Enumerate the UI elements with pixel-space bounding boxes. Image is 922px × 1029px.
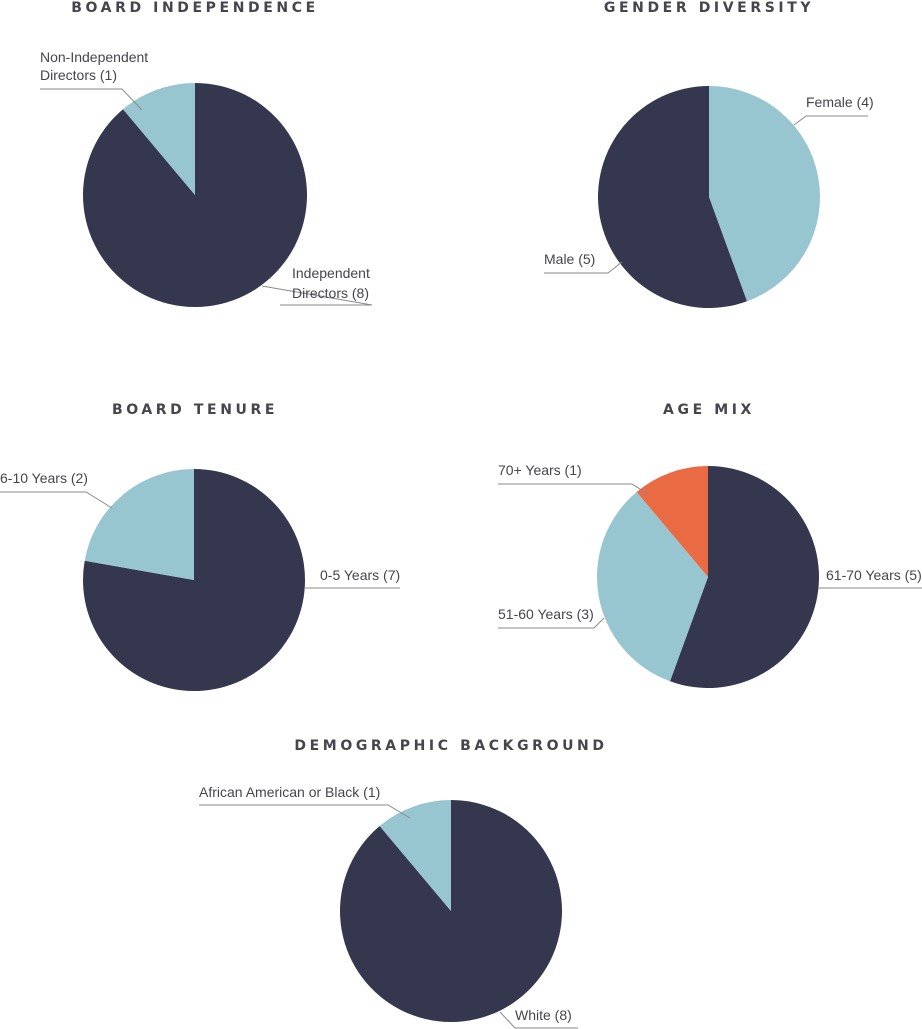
leader-line <box>498 483 649 495</box>
slice-label: 61-70 Years (5) <box>826 567 922 583</box>
slice-label: Male (5) <box>544 251 595 267</box>
pie <box>596 466 819 688</box>
leader-line <box>544 261 623 274</box>
demographic-background-chart: DEMOGRAPHIC BACKGROUND White (8) African … <box>199 738 607 1029</box>
pie-slice <box>84 469 194 580</box>
slice-label: White (8) <box>515 1007 572 1023</box>
chart-title: BOARD INDEPENDENCE <box>71 0 319 16</box>
chart-title: DEMOGRAPHIC BACKGROUND <box>294 738 607 754</box>
pie-slice <box>82 83 307 307</box>
leader-line <box>0 491 113 509</box>
leader-line <box>40 88 143 111</box>
pie-slice <box>636 466 708 577</box>
leader-line <box>499 1011 578 1029</box>
chart-title: BOARD TENURE <box>112 402 278 418</box>
slice-label: Non-Independent <box>40 49 148 65</box>
slice-label: African American or Black (1) <box>199 784 380 800</box>
leader-line <box>261 285 373 306</box>
pie-slice <box>596 491 708 682</box>
slice-label: 0-5 Years (7) <box>320 567 400 583</box>
leader-line <box>793 115 868 126</box>
pie <box>82 83 307 307</box>
pie-slice <box>379 800 451 911</box>
slice-label: Independent <box>292 265 370 281</box>
pie-slice <box>83 469 306 691</box>
pie <box>83 469 306 691</box>
slice-label: Directors (1) <box>40 67 117 83</box>
age-mix-chart: AGE MIX 61-70 Years (5) 51-60 Years (3) 70… <box>498 402 922 688</box>
slice-label: Directors (8) <box>292 285 369 301</box>
chart-title: AGE MIX <box>663 402 755 418</box>
chart-title: GENDER DIVERSITY <box>604 0 814 16</box>
pie-slice <box>709 86 821 302</box>
slice-label: 6-10 Years (2) <box>0 470 88 486</box>
slice-label: 51-60 Years (3) <box>498 606 594 622</box>
gender-diversity-chart: GENDER DIVERSITY Female (4) Male (5) <box>544 0 874 308</box>
pie <box>340 800 563 1023</box>
pie-slice <box>123 83 195 195</box>
slice-label: 70+ Years (1) <box>498 462 582 478</box>
leader-line <box>498 617 605 629</box>
board-independence-chart: BOARD INDEPENDENCE Independent Directors … <box>40 0 373 307</box>
leader-line <box>199 804 411 819</box>
pie <box>598 86 821 308</box>
pie-slice <box>598 86 747 308</box>
pie-slice <box>670 466 819 688</box>
slice-label: Female (4) <box>806 94 874 110</box>
board-tenure-chart: BOARD TENURE 0-5 Years (7) 6-10 Years (2) <box>0 402 400 691</box>
pie-slice <box>340 800 563 1023</box>
